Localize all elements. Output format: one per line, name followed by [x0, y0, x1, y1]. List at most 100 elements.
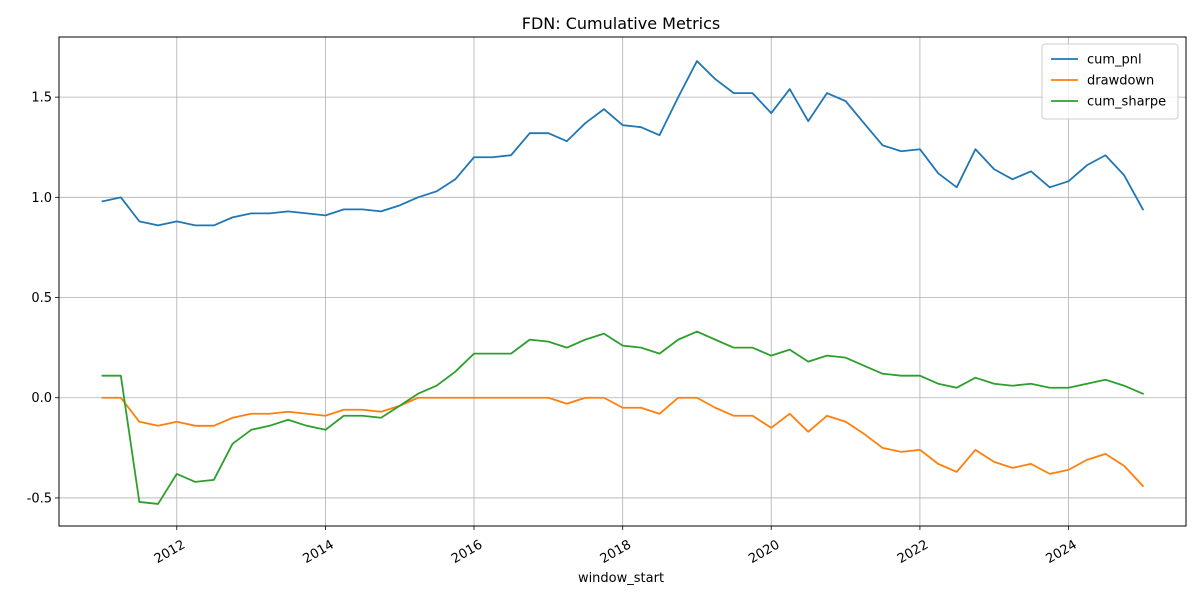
data-point: [584, 122, 587, 125]
data-point: [714, 78, 717, 81]
data-point: [510, 154, 513, 157]
data-point: [473, 352, 476, 355]
data-point: [380, 416, 383, 419]
data-point: [342, 414, 345, 417]
data-point: [1011, 178, 1014, 181]
data-point: [324, 214, 327, 217]
data-point: [1123, 464, 1126, 467]
data-point: [101, 200, 104, 203]
data-point: [510, 396, 513, 399]
data-point: [547, 396, 550, 399]
data-point: [1085, 458, 1088, 461]
data-point: [955, 470, 958, 473]
data-point: [993, 168, 996, 171]
data-point: [342, 408, 345, 411]
data-point: [528, 338, 531, 341]
data-point: [732, 346, 735, 349]
data-point: [361, 408, 364, 411]
data-point: [714, 406, 717, 409]
data-point: [157, 502, 160, 505]
data-point: [732, 92, 735, 95]
data-point: [305, 412, 308, 415]
data-point: [695, 396, 698, 399]
data-point: [640, 406, 643, 409]
data-point: [937, 382, 940, 385]
data-point: [1067, 180, 1070, 183]
data-point: [119, 374, 122, 377]
data-point: [250, 428, 253, 431]
data-point: [584, 396, 587, 399]
data-point: [974, 376, 977, 379]
data-point: [287, 418, 290, 421]
data-point: [732, 414, 735, 417]
data-point: [491, 396, 494, 399]
data-point: [1123, 384, 1126, 387]
series-line: [101, 60, 1145, 227]
data-point: [1141, 208, 1144, 211]
data-point: [101, 396, 104, 399]
series-line: [101, 330, 1145, 505]
data-point: [157, 224, 160, 227]
series-lines: [101, 60, 1145, 505]
y-tick-label: 0.0: [31, 391, 52, 406]
data-point: [417, 392, 420, 395]
data-point: [640, 346, 643, 349]
data-point: [417, 396, 420, 399]
data-point: [287, 410, 290, 413]
legend-label: cum_sharpe: [1087, 95, 1166, 110]
data-point: [138, 500, 141, 503]
data-point: [862, 364, 865, 367]
data-point: [937, 462, 940, 465]
data-point: [380, 210, 383, 213]
data-point: [547, 340, 550, 343]
legend-label: cum_pnl: [1087, 53, 1142, 68]
data-point: [807, 430, 810, 433]
data-point: [1085, 164, 1088, 167]
data-point: [212, 424, 215, 427]
data-point: [770, 112, 773, 115]
data-point: [788, 412, 791, 415]
data-point: [825, 354, 828, 357]
data-point: [435, 190, 438, 193]
legend: cum_pnl drawdown cum_sharpe: [1041, 43, 1179, 120]
data-point: [528, 396, 531, 399]
data-point: [1104, 452, 1107, 455]
data-point: [175, 220, 178, 223]
data-point: [751, 92, 754, 95]
data-point: [788, 348, 791, 351]
data-point: [138, 420, 141, 423]
data-point: [175, 472, 178, 475]
data-point: [361, 208, 364, 211]
data-point: [101, 374, 104, 377]
data-point: [417, 196, 420, 199]
data-point: [119, 196, 122, 199]
data-point: [1048, 472, 1051, 475]
data-point: [993, 460, 996, 463]
data-point: [268, 212, 271, 215]
data-point: [528, 132, 531, 135]
data-point: [695, 330, 698, 333]
data-point: [788, 88, 791, 91]
data-point: [194, 224, 197, 227]
data-point: [714, 338, 717, 341]
data-point: [435, 384, 438, 387]
data-point: [231, 416, 234, 419]
data-point: [881, 144, 884, 147]
series-cum-sharpe: [101, 330, 1145, 505]
data-point: [677, 96, 680, 99]
y-tick-label: 1.5: [31, 91, 52, 106]
y-tick-label: 1.0: [31, 191, 52, 206]
data-point: [825, 92, 828, 95]
data-point: [621, 406, 624, 409]
data-point: [1104, 378, 1107, 381]
data-point: [324, 428, 327, 431]
data-point: [918, 448, 921, 451]
data-point: [658, 352, 661, 355]
data-point: [974, 448, 977, 451]
y-axis: -0.5 0.0 0.5 1.0 1.5: [27, 91, 59, 506]
series-drawdown: [101, 396, 1145, 488]
data-point: [584, 338, 587, 341]
data-point: [751, 414, 754, 417]
